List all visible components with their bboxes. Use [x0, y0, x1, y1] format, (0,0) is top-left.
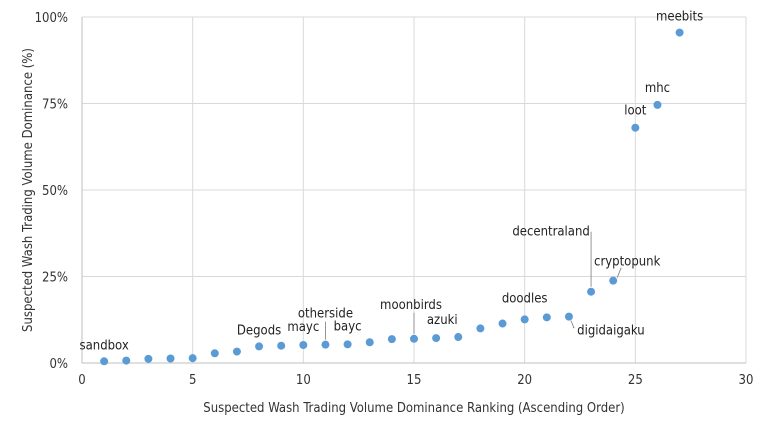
point-label: decentraland	[512, 225, 589, 240]
x-axis-title: Suspected Wash Trading Volume Dominance …	[203, 401, 624, 416]
y-tick-label: 25%	[42, 271, 68, 286]
y-tick-label: 100%	[35, 11, 68, 26]
point-label: bayc	[334, 319, 362, 334]
data-point	[564, 312, 573, 321]
x-tick-label: 10	[296, 373, 311, 388]
leader-line	[570, 320, 575, 329]
point-label: loot	[624, 104, 647, 119]
data-point	[387, 335, 396, 344]
x-tick-label: 25	[628, 373, 643, 388]
y-tick-label: 0%	[49, 357, 68, 372]
axes: 0 5 10 15 20 25 30 0% 25% 50% 75% 100%	[35, 11, 754, 388]
data-point	[100, 357, 109, 366]
data-point	[365, 338, 374, 347]
y-tick-label: 50%	[42, 184, 68, 199]
data-point	[299, 341, 308, 350]
data-point	[498, 319, 507, 328]
data-point	[542, 313, 551, 322]
data-point	[476, 324, 485, 333]
label-leader-lines	[325, 231, 622, 340]
point-label: Degods	[237, 323, 281, 338]
point-label: azuki	[427, 313, 458, 328]
data-point	[432, 334, 441, 343]
x-tick-label: 5	[189, 373, 196, 388]
leader-line	[616, 267, 622, 278]
data-point	[631, 123, 640, 132]
data-point	[122, 356, 131, 365]
point-label: otherside	[298, 307, 353, 322]
data-point	[321, 340, 330, 349]
data-point	[188, 354, 197, 363]
data-point	[520, 315, 529, 324]
gridlines	[82, 16, 747, 363]
data-point	[653, 100, 662, 109]
point-label: cryptopunk	[594, 255, 661, 270]
x-tick-label: 15	[407, 373, 422, 388]
point-label: digidaigaku	[577, 324, 645, 339]
data-point	[609, 276, 618, 285]
point-label: sandbox	[80, 338, 129, 353]
point-label: mhc	[645, 81, 670, 96]
data-point	[277, 341, 286, 350]
data-point	[343, 340, 352, 349]
data-points	[100, 28, 684, 366]
point-label: moonbirds	[380, 298, 442, 313]
point-label: doodles	[502, 291, 548, 306]
data-point	[255, 342, 264, 351]
data-point	[675, 28, 684, 37]
data-point	[410, 334, 418, 343]
data-point	[210, 349, 219, 358]
x-tick-label: 30	[739, 373, 754, 388]
data-point	[166, 354, 175, 363]
data-point	[232, 347, 241, 356]
point-label: mayc	[287, 320, 319, 335]
y-axis-title: Suspected Wash Trading Volume Dominance …	[21, 48, 36, 332]
x-tick-label: 0	[78, 373, 85, 388]
point-label: meebits	[656, 10, 703, 25]
y-tick-label: 75%	[42, 98, 68, 113]
data-point	[587, 287, 596, 296]
x-tick-label: 20	[517, 373, 532, 388]
data-point	[144, 354, 153, 363]
data-point	[454, 333, 463, 342]
